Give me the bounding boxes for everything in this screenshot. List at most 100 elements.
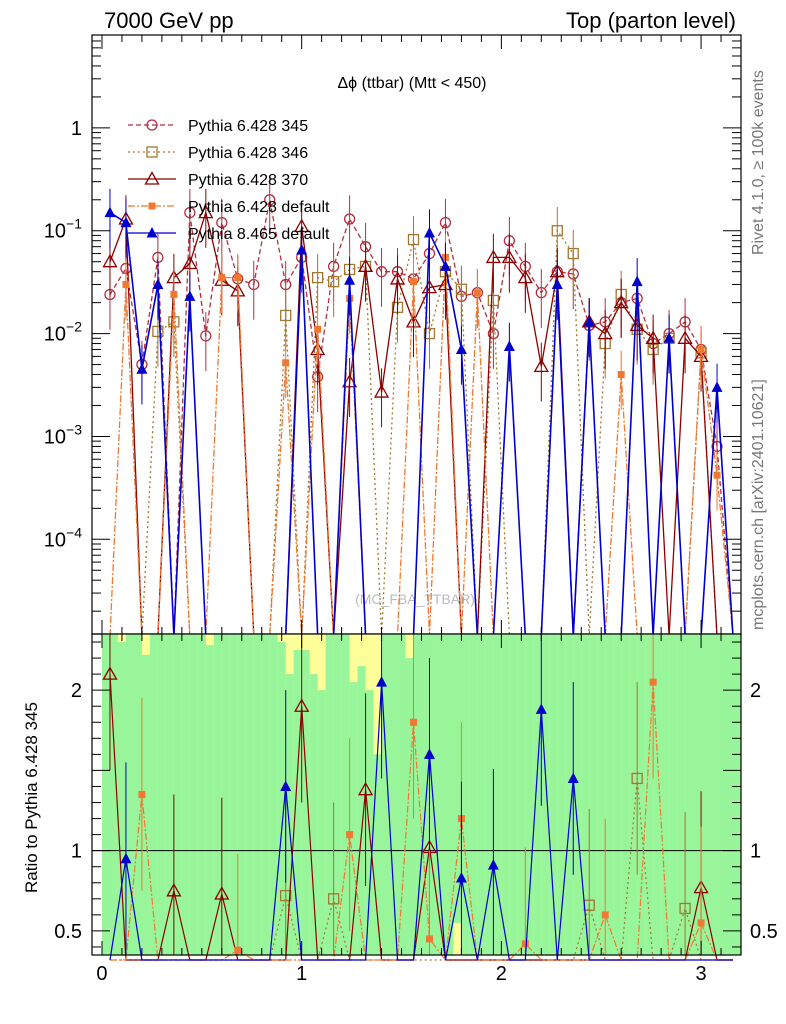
legend-label-s345: Pythia 6.428 345 [188, 118, 308, 135]
open-triangle-marker [485, 249, 501, 264]
y-tick-label: 10−2 [44, 319, 82, 346]
green-band-bin [125, 634, 135, 955]
filled-triangle-marker [120, 216, 132, 228]
series-line-s8def [109, 211, 734, 637]
filled-square-marker [410, 278, 418, 286]
green-band-bin [117, 642, 127, 955]
x-tick-label: 0 [96, 963, 107, 985]
green-band-bin [205, 645, 215, 955]
ratio-y-tick-label: 2 [71, 680, 82, 702]
filled-triangle-marker [423, 748, 435, 759]
filled-triangle-marker [503, 340, 515, 351]
green-band-bin [221, 634, 231, 955]
filled-triangle-marker [583, 315, 595, 327]
green-band-bin [189, 634, 199, 955]
open-triangle-marker [421, 279, 438, 294]
circle-marker [439, 216, 452, 229]
square-marker [487, 294, 500, 307]
legend-label-s8def: Pythia 8.465 default [188, 226, 330, 243]
green-band-bin [637, 634, 646, 955]
square-marker [280, 309, 292, 322]
filled-triangle-marker [439, 260, 451, 271]
series-line-s6def [109, 257, 734, 637]
circle-marker [248, 278, 260, 291]
legend-label-s6def: Pythia 6.428 default [188, 199, 330, 216]
green-band-bin [677, 634, 686, 955]
filled-square-marker [282, 359, 290, 367]
filled-triangle-marker [152, 278, 164, 290]
filled-square-marker [713, 471, 721, 479]
filled-triangle-marker [120, 852, 132, 864]
green-band-bin [397, 634, 407, 955]
filled-square-marker [473, 289, 481, 297]
ratio-y-tick-label-right: 1 [750, 841, 761, 863]
filled-square-marker [218, 274, 226, 282]
square-marker [312, 271, 324, 284]
green-band-bin [525, 634, 534, 955]
filled-square-marker [138, 791, 146, 798]
green-band-bin [405, 658, 415, 955]
filled-triangle-marker [711, 381, 723, 392]
green-band-bin [141, 654, 151, 955]
green-band-bin [437, 634, 446, 955]
filled-triangle-marker [455, 871, 467, 883]
green-band-bin [261, 634, 271, 955]
square-marker [327, 275, 340, 288]
green-band-bin [669, 634, 678, 955]
filled-triangle-marker [184, 290, 196, 301]
green-band-bin [517, 634, 526, 955]
green-band-bin [613, 634, 622, 955]
square-marker [455, 283, 468, 295]
open-triangle-marker [533, 358, 549, 373]
filled-triangle-marker [567, 772, 579, 783]
green-band-bin [309, 674, 319, 955]
green-band-bin [325, 634, 335, 955]
green-band-bin [317, 690, 327, 955]
filled-triangle-marker [423, 227, 435, 238]
ratio-y-tick-label-right: 2 [750, 680, 761, 702]
open-triangle-marker [102, 666, 118, 680]
open-triangle-marker [214, 886, 230, 900]
open-triangle-marker [166, 882, 182, 897]
filled-square-marker [314, 325, 322, 333]
square-marker [423, 327, 436, 340]
x-tick-label: 3 [695, 963, 706, 985]
open-triangle-marker [341, 373, 358, 388]
circle-marker [184, 206, 196, 219]
green-band-bin [573, 634, 582, 955]
filled-square-marker [649, 678, 657, 686]
circle-marker [375, 266, 388, 278]
ratio-line-s8def [109, 682, 733, 961]
square-marker [146, 146, 158, 158]
ratio-frame [91, 633, 742, 956]
circle-marker [711, 440, 723, 453]
square-marker [631, 772, 643, 785]
green-band-bin [605, 634, 614, 955]
filled-square-marker [697, 346, 705, 354]
circle-marker [343, 213, 356, 225]
open-triangle-marker [645, 330, 661, 344]
green-band-bin [653, 634, 662, 955]
ratio-line-s346 [110, 778, 733, 961]
green-band-bin [109, 634, 119, 955]
green-band-bin [413, 634, 422, 955]
filled-triangle-marker [631, 275, 643, 287]
open-triangle-marker [613, 294, 629, 309]
y-tick-label: 1 [71, 118, 82, 140]
y-tick-exponent: −1 [66, 216, 82, 232]
green-band-bin [381, 634, 391, 955]
green-band-bin [429, 634, 438, 955]
filled-square-marker [617, 371, 625, 379]
circle-marker [535, 287, 547, 299]
green-band-bin [445, 634, 454, 955]
square-marker [327, 893, 340, 905]
filled-square-marker [234, 274, 242, 282]
green-band-bin [717, 634, 726, 955]
filled-triangle-marker [296, 243, 308, 255]
y-tick-label: 10−3 [44, 421, 82, 448]
green-band-bin [469, 634, 478, 955]
green-band-bin [581, 634, 590, 955]
green-band-bin [389, 634, 399, 955]
green-band-bin [661, 634, 670, 955]
